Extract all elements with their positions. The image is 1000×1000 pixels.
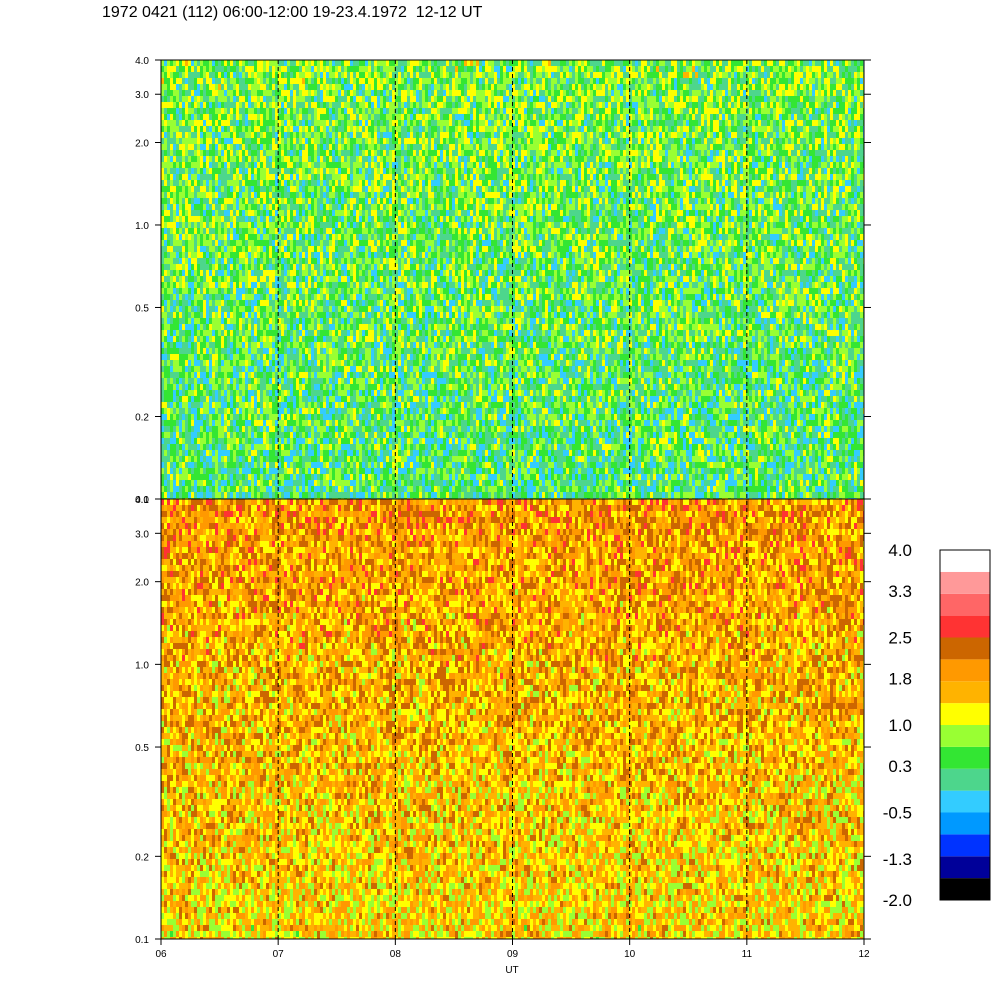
colorbar-segment [940, 594, 990, 616]
y-tick-label: 2.0 [135, 138, 149, 149]
colorbar-segment [940, 659, 990, 681]
colorbar-segment [940, 550, 990, 572]
x-tick-label: 12 [858, 949, 870, 960]
x-tick-label: 09 [507, 949, 519, 960]
y-tick-label: 1.0 [135, 221, 149, 232]
colorbar-segment [940, 856, 990, 878]
colorbar-segment [940, 681, 990, 703]
y-tick-label: 2.0 [135, 578, 149, 589]
colorbar-label: 3.3 [888, 582, 912, 601]
colorbar-segment [940, 725, 990, 747]
y-tick-label: 3.0 [135, 90, 149, 101]
colorbar-segment [940, 878, 990, 900]
y-tick-label: 4.0 [135, 495, 149, 506]
colorbar-label: -2.0 [883, 891, 912, 910]
bottom-panel [161, 499, 866, 943]
x-tick-label: 11 [742, 949, 753, 960]
colorbar-segment [940, 638, 990, 660]
y-tick-label: 0.5 [135, 743, 149, 754]
colorbar-label: -1.3 [883, 850, 912, 869]
colorbar-segment [940, 703, 990, 725]
colorbar-label: 0.3 [888, 757, 912, 776]
colorbar-label: -0.5 [883, 804, 912, 823]
colorbar-segment [940, 747, 990, 769]
colorbar-segment [940, 769, 990, 791]
x-tick-label: 07 [273, 949, 285, 960]
colorbar-segment [940, 572, 990, 594]
colorbar-label: 1.0 [888, 716, 912, 735]
x-tick-label: 08 [390, 949, 402, 960]
y-tick-label: 4.0 [135, 56, 149, 67]
colorbar-segment [940, 616, 990, 638]
x-axis-label: UT [505, 965, 518, 976]
colorbar-segment [940, 813, 990, 835]
colorbar-label: 4.0 [888, 541, 912, 560]
colorbar-label: 2.5 [888, 629, 912, 648]
y-tick-label: 0.5 [135, 303, 149, 314]
y-tick-label: 1.0 [135, 660, 149, 671]
y-tick-label: 0.2 [135, 413, 149, 424]
x-tick-label: 10 [624, 949, 636, 960]
colorbar-segment [940, 791, 990, 813]
y-tick-label: 3.0 [135, 529, 149, 540]
y-tick-label: 0.1 [135, 935, 149, 946]
x-tick-label: 06 [155, 949, 167, 960]
colorbar: 4.0 3.3 2.5 1.8 1.0 0.3 -0.5 -1.3 -2.0 [883, 541, 990, 910]
top-panel [161, 60, 866, 504]
colorbar-label: 1.8 [888, 669, 912, 688]
y-tick-label: 0.2 [135, 852, 149, 863]
colorbar-segment [940, 834, 990, 856]
